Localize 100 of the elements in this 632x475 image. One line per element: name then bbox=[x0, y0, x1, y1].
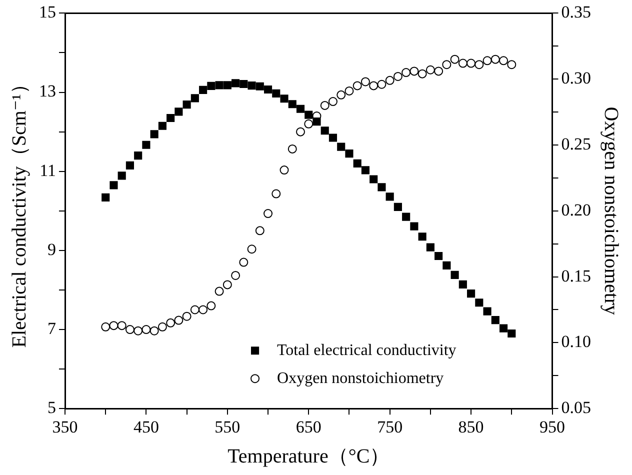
y2-tick-label: 0.10 bbox=[561, 332, 591, 352]
point bbox=[182, 312, 192, 321]
point bbox=[312, 118, 321, 126]
y-axis-title: Electrical conductivity（Scm⁻¹） bbox=[8, 74, 30, 348]
point bbox=[345, 150, 354, 158]
point bbox=[125, 325, 134, 334]
point bbox=[418, 69, 427, 78]
point bbox=[410, 66, 419, 76]
point bbox=[280, 94, 288, 103]
point bbox=[385, 76, 394, 85]
point bbox=[393, 72, 402, 81]
y-tick-label: 11 bbox=[40, 160, 56, 180]
point bbox=[499, 324, 508, 332]
point bbox=[223, 81, 232, 90]
point bbox=[206, 301, 216, 310]
point bbox=[450, 270, 459, 279]
point bbox=[117, 321, 126, 330]
x-tick-label: 850 bbox=[458, 417, 484, 436]
y-tick-label: 15 bbox=[39, 2, 56, 22]
x-tick-label: 950 bbox=[540, 417, 565, 436]
point bbox=[508, 329, 516, 338]
point bbox=[118, 172, 126, 180]
point bbox=[166, 114, 175, 122]
x-tick-label: 450 bbox=[133, 417, 159, 436]
point bbox=[190, 305, 200, 314]
point bbox=[222, 280, 232, 290]
y-tick-label: 9 bbox=[48, 240, 56, 259]
point bbox=[288, 144, 297, 154]
point bbox=[426, 243, 434, 252]
y2-tick-label: 0.15 bbox=[561, 266, 591, 286]
point bbox=[214, 286, 224, 296]
point bbox=[142, 140, 150, 149]
x-axis-title: Temperature（°C） bbox=[228, 445, 390, 468]
point bbox=[182, 100, 191, 109]
point bbox=[328, 134, 338, 142]
point bbox=[490, 54, 500, 64]
point bbox=[296, 104, 305, 113]
point bbox=[426, 65, 435, 74]
point bbox=[304, 119, 314, 128]
point bbox=[240, 80, 248, 88]
point bbox=[296, 127, 306, 136]
point bbox=[402, 212, 410, 221]
point bbox=[475, 298, 484, 307]
point bbox=[101, 322, 110, 332]
point bbox=[198, 305, 208, 314]
point bbox=[256, 82, 264, 90]
point bbox=[336, 90, 346, 100]
point bbox=[174, 316, 184, 325]
point bbox=[499, 56, 508, 66]
legend-label: Oxygen nonstoichiometry bbox=[277, 370, 444, 387]
point bbox=[467, 290, 476, 298]
point bbox=[232, 79, 240, 88]
point bbox=[450, 54, 460, 64]
point bbox=[482, 56, 492, 66]
point bbox=[102, 193, 110, 202]
y2-tick-label: 0.20 bbox=[561, 200, 591, 220]
point bbox=[231, 270, 240, 280]
point bbox=[353, 159, 362, 168]
y2-tick-label: 0.35 bbox=[561, 2, 591, 22]
point bbox=[247, 244, 256, 254]
point bbox=[255, 226, 264, 236]
point bbox=[158, 322, 167, 332]
point bbox=[150, 130, 158, 138]
point bbox=[174, 108, 183, 116]
x-tick-label: 650 bbox=[296, 417, 322, 436]
point bbox=[378, 183, 386, 192]
point bbox=[134, 326, 143, 336]
point bbox=[126, 161, 134, 170]
point bbox=[344, 86, 354, 96]
y2-tick-label: 0.25 bbox=[561, 134, 591, 154]
point bbox=[166, 318, 176, 328]
y2-tick-label: 0.05 bbox=[561, 398, 591, 418]
point bbox=[458, 280, 467, 288]
point bbox=[442, 261, 451, 270]
y2-axis-title: Oxygen nonstoichiometry bbox=[600, 106, 622, 316]
x-tick-label: 550 bbox=[214, 417, 240, 436]
point bbox=[474, 60, 484, 70]
legend-label: Total electrical conductivity bbox=[277, 342, 456, 359]
point bbox=[458, 58, 468, 68]
point bbox=[370, 175, 378, 184]
point bbox=[402, 68, 411, 78]
point bbox=[361, 166, 370, 174]
y-tick-label: 5 bbox=[48, 398, 56, 418]
y-tick-label: 13 bbox=[39, 82, 56, 101]
point bbox=[491, 316, 500, 324]
point bbox=[434, 252, 443, 260]
point bbox=[288, 100, 296, 108]
point bbox=[360, 77, 370, 86]
point bbox=[150, 326, 159, 336]
point bbox=[466, 58, 476, 68]
point bbox=[369, 81, 378, 90]
point bbox=[264, 85, 272, 94]
point bbox=[142, 325, 151, 334]
point bbox=[377, 80, 386, 89]
point bbox=[134, 152, 142, 160]
point bbox=[352, 81, 362, 90]
point bbox=[272, 189, 281, 198]
point bbox=[328, 97, 338, 106]
point bbox=[320, 126, 329, 135]
point bbox=[248, 82, 256, 90]
